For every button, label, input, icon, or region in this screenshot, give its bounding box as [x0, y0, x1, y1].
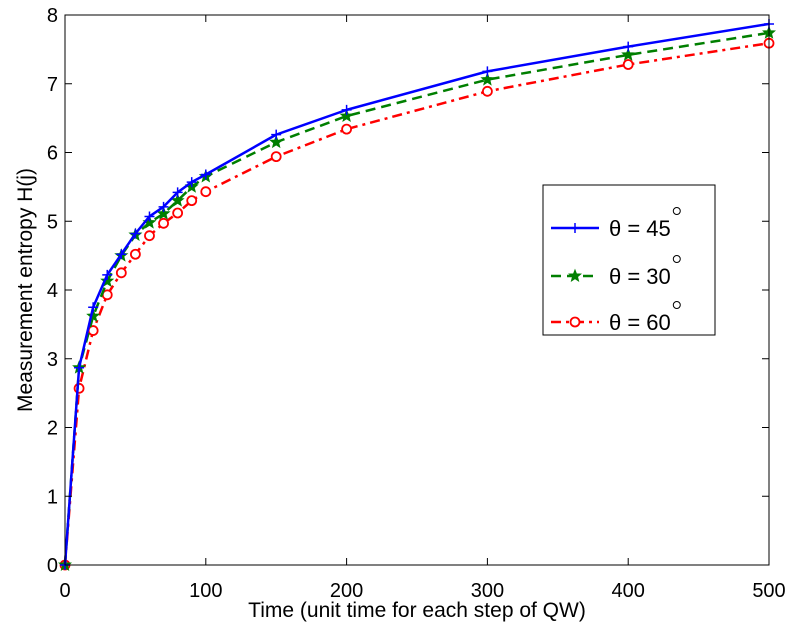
x-tick-label: 100 [189, 580, 222, 602]
degree-icon [672, 301, 681, 309]
legend-marker [568, 268, 582, 283]
star-shape [480, 72, 495, 86]
data-point [170, 193, 185, 207]
data-point [269, 134, 284, 149]
y-tick-label: 8 [47, 5, 58, 27]
data-point [186, 195, 198, 207]
data-point [144, 230, 155, 242]
legend-marker [570, 223, 580, 233]
data-point [482, 66, 493, 77]
data-point [186, 177, 197, 188]
data-point [270, 151, 282, 163]
data-point [130, 228, 141, 239]
data-point [200, 186, 212, 198]
data-point [87, 325, 99, 336]
data-point [172, 207, 184, 219]
legend-label: θ = 30 [609, 264, 671, 289]
data-point [100, 273, 115, 288]
star-shape [170, 193, 185, 207]
y-tick-label: 5 [47, 211, 58, 233]
legend-box [542, 184, 716, 336]
series-line [63, 22, 770, 566]
series-line [63, 41, 770, 566]
x-tick-label: 400 [612, 580, 645, 602]
data-point [102, 269, 113, 280]
data-point [480, 72, 495, 86]
degree-icon [672, 207, 681, 215]
data-point [621, 47, 636, 61]
x-axis-label: Time (unit time for each step of QW) [248, 599, 586, 622]
star-shape [568, 268, 582, 283]
star-shape [100, 273, 115, 288]
data-point [156, 206, 171, 220]
y-tick-label: 7 [47, 74, 58, 96]
data-point [172, 187, 183, 198]
tick-layer: 0 100 200 300 400 500 0 1 2 3 4 5 6 7 8 [47, 5, 786, 602]
star-shape [621, 47, 636, 61]
data-point [200, 169, 211, 180]
legend-marker [569, 316, 581, 328]
star-shape [269, 134, 284, 149]
star-shape [339, 108, 354, 122]
data-point [116, 249, 127, 260]
legend: θ = 45 θ = 30 θ = 60 [542, 184, 716, 336]
x-tick-label: 0 [59, 580, 70, 602]
y-tick-label: 1 [47, 486, 58, 508]
series-layer [58, 18, 776, 572]
data-point [158, 217, 169, 229]
series-line [63, 31, 770, 566]
legend-label: θ = 45 [609, 216, 671, 241]
y-tick-label: 3 [47, 349, 58, 371]
y-tick-label: 6 [47, 143, 58, 165]
data-point [88, 302, 99, 313]
y-tick-label: 2 [47, 418, 58, 440]
degree-icon [672, 255, 681, 263]
data-point [481, 85, 493, 97]
x-tick-label: 500 [752, 580, 785, 602]
data-point [622, 59, 634, 70]
data-point [339, 108, 354, 122]
legend-label: θ = 60 [609, 310, 671, 335]
data-point [129, 248, 141, 260]
data-point [271, 129, 282, 140]
star-shape [156, 206, 171, 220]
data-point [341, 104, 352, 115]
x-tick-label: 200 [330, 580, 363, 602]
data-point [341, 123, 353, 135]
data-point [115, 267, 127, 279]
x-tick-label: 300 [471, 580, 504, 602]
data-point [144, 211, 155, 222]
data-point [623, 41, 634, 52]
y-tick-label: 0 [47, 555, 58, 577]
data-point [158, 201, 169, 212]
data-point [74, 362, 85, 373]
y-axis-label: Measurement entropy H(j) [14, 168, 37, 412]
y-tick-label: 4 [47, 280, 58, 302]
